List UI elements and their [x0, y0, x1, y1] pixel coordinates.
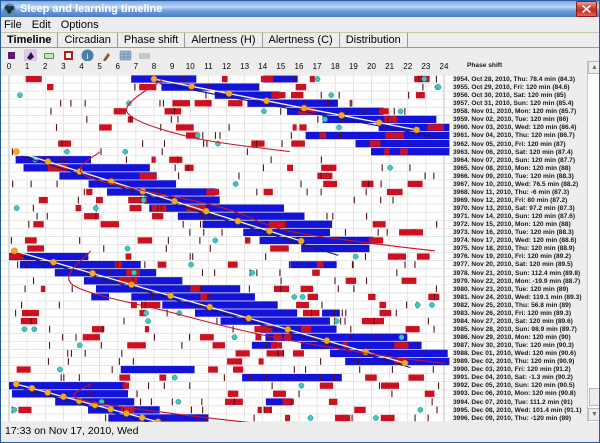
svg-text:i: i — [87, 52, 89, 61]
